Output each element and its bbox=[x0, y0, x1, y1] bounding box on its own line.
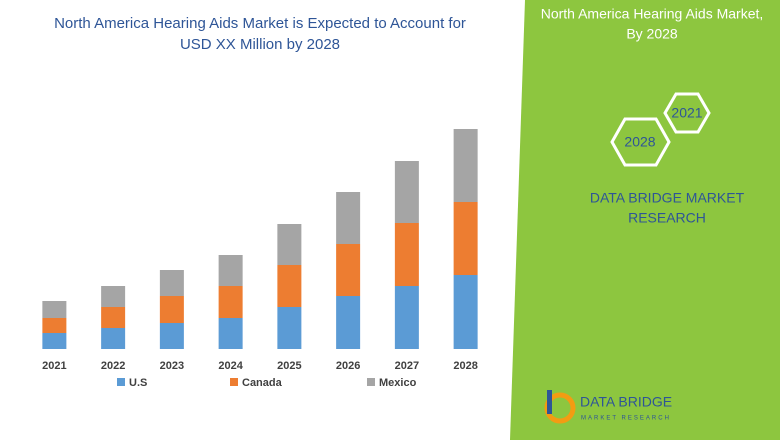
bar-segment bbox=[336, 192, 361, 244]
bar-segment bbox=[42, 301, 67, 318]
bar-segment bbox=[159, 323, 184, 349]
bar-segment bbox=[394, 161, 419, 223]
hexagon-label: 2021 bbox=[671, 105, 702, 121]
x-tick-label: 2022 bbox=[101, 360, 125, 372]
x-tick-label: 2025 bbox=[277, 360, 301, 372]
legend-label: U.S bbox=[129, 377, 147, 389]
bar-segment bbox=[42, 333, 67, 349]
legend-swatch bbox=[230, 378, 238, 386]
bar-segment bbox=[394, 223, 419, 286]
chart-title: USD XX Million by 2028 bbox=[180, 36, 340, 53]
bar-segment bbox=[101, 286, 126, 307]
legend-swatch bbox=[367, 378, 375, 386]
bar-segment bbox=[101, 307, 126, 328]
hexagon bbox=[663, 92, 711, 134]
bar-segment bbox=[218, 255, 243, 286]
logo-icon bbox=[547, 390, 552, 414]
bar-segment bbox=[336, 244, 361, 296]
x-tick-label: 2024 bbox=[218, 360, 243, 372]
brand-text: DATA BRIDGE MARKET bbox=[590, 190, 745, 206]
chart-title: North America Hearing Aids Market is Exp… bbox=[54, 15, 466, 32]
logo-text: DATA BRIDGE bbox=[580, 394, 672, 410]
bar-segment bbox=[101, 328, 126, 349]
bar-segment bbox=[159, 296, 184, 323]
x-tick-label: 2027 bbox=[395, 360, 419, 372]
bar-segment bbox=[277, 307, 302, 349]
x-tick-label: 2026 bbox=[336, 360, 360, 372]
bar-segment bbox=[218, 286, 243, 318]
side-panel bbox=[510, 0, 780, 440]
bar-segment bbox=[394, 286, 419, 349]
legend-label: Canada bbox=[242, 377, 283, 389]
bar-segment bbox=[453, 202, 478, 275]
bar-segment bbox=[218, 318, 243, 349]
panel-title: By 2028 bbox=[626, 26, 678, 42]
x-tick-label: 2023 bbox=[160, 360, 184, 372]
x-tick-label: 2021 bbox=[42, 360, 66, 372]
legend-swatch bbox=[117, 378, 125, 386]
x-tick-label: 2028 bbox=[453, 360, 477, 372]
bar-segment bbox=[277, 265, 302, 307]
bar-segment bbox=[159, 270, 184, 296]
brand-text: RESEARCH bbox=[628, 210, 706, 226]
hexagon-label: 2028 bbox=[624, 134, 655, 150]
panel-title: North America Hearing Aids Market, bbox=[541, 6, 764, 22]
logo-subtext: MARKET RESEARCH bbox=[581, 416, 671, 422]
hexagon bbox=[610, 117, 671, 167]
bar-segment bbox=[453, 129, 478, 202]
legend-label: Mexico bbox=[379, 377, 417, 389]
bar-segment bbox=[277, 224, 302, 265]
bar-segment bbox=[42, 318, 67, 333]
bar-segment bbox=[336, 296, 361, 349]
bar-segment bbox=[453, 275, 478, 349]
